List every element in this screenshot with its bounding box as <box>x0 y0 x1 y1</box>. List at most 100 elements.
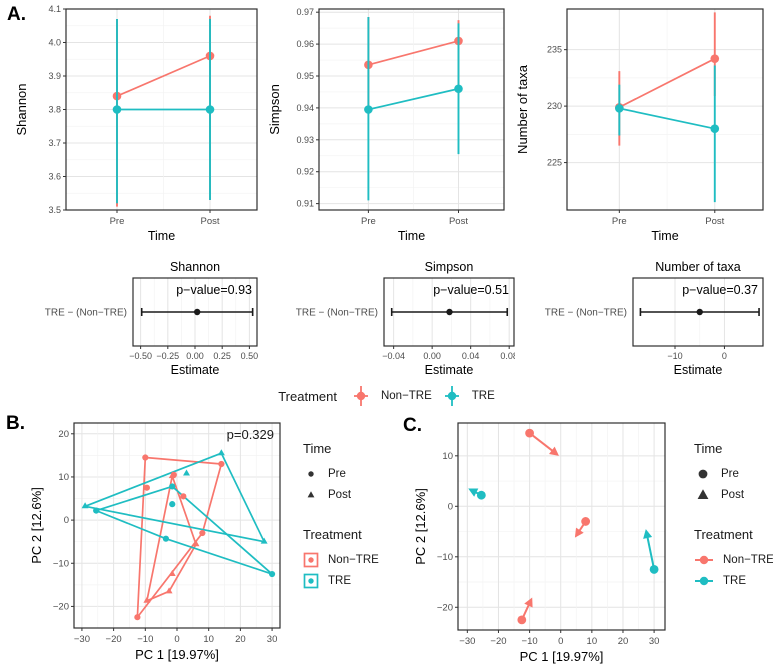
svg-text:0.04: 0.04 <box>462 351 480 361</box>
svg-text:Estimate: Estimate <box>674 363 723 377</box>
tre-legend-label: TRE <box>471 390 495 402</box>
tre-hull-icon <box>303 573 319 588</box>
svg-text:−10: −10 <box>53 558 69 569</box>
svg-text:10: 10 <box>587 636 598 647</box>
svg-text:−30: −30 <box>74 634 90 645</box>
legend-item-pre: Pre <box>303 463 413 484</box>
svg-text:p=0.329: p=0.329 <box>227 427 274 442</box>
svg-text:20: 20 <box>58 429 69 440</box>
non-tre-legend-label: Non−TRE <box>328 553 379 566</box>
non-tre-arrow-icon <box>695 555 713 564</box>
svg-text:−0.50: −0.50 <box>129 351 152 361</box>
panel-a-shannon-chart: 3.5 3.6 3.7 3.8 3.9 4.0 4.1 Pre Post Time Shannon <box>0 2 258 254</box>
legend-item-non-tre: Non−TRE <box>303 549 413 570</box>
svg-text:4.1: 4.1 <box>48 4 61 14</box>
time-legend-title: Time <box>694 441 723 456</box>
tre-legend-label: TRE <box>328 574 351 587</box>
post-triangle-icon <box>307 490 315 497</box>
panel-a-taxa-chart: 225 230 235 Pre Post Time Number of taxa <box>515 2 773 254</box>
svg-text:p−value=0.93: p−value=0.93 <box>176 283 252 297</box>
svg-text:−10: −10 <box>667 351 682 361</box>
non-tre-legend-label: Non−TRE <box>723 553 773 566</box>
svg-text:0.92: 0.92 <box>296 167 314 177</box>
svg-text:Post: Post <box>705 216 724 227</box>
svg-text:−20: −20 <box>490 636 506 647</box>
tre-legend-label: TRE <box>723 574 746 587</box>
svg-text:20: 20 <box>235 634 246 645</box>
non-tre-legend-label: Non−TRE <box>380 390 432 402</box>
panel-a-simpson-chart: 0.91 0.92 0.93 0.94 0.95 0.96 0.97 Pre Post Time S… <box>257 2 515 254</box>
legend-item-pre: Pre <box>694 463 773 484</box>
svg-text:10: 10 <box>203 634 214 645</box>
svg-text:−20: −20 <box>106 634 122 645</box>
post-legend-label: Post <box>328 488 352 501</box>
pre-circle-icon <box>308 470 314 477</box>
forest-simpson-chart: Simpson p−value=0.51 TRE − (Non−TRE) −0.04 0… <box>257 258 515 382</box>
svg-text:p−value=0.51: p−value=0.51 <box>433 283 509 297</box>
svg-text:20: 20 <box>618 636 629 647</box>
non-tre-hull-icon <box>303 552 319 567</box>
svg-text:Pre: Pre <box>110 216 125 227</box>
tre-arrow-icon <box>695 576 713 585</box>
svg-text:30: 30 <box>649 636 660 647</box>
svg-text:Time: Time <box>148 229 175 243</box>
legend-item-tre: TRE <box>694 570 773 591</box>
svg-text:−10: −10 <box>437 552 453 563</box>
svg-text:−10: −10 <box>522 636 538 647</box>
svg-text:Number of taxa: Number of taxa <box>515 64 530 154</box>
panel-c-label: C. <box>403 415 422 436</box>
svg-text:Estimate: Estimate <box>425 363 474 377</box>
svg-text:0: 0 <box>558 636 563 647</box>
panel-c-pca-arrows-chart: −20 −10 0 10 −30 −20 −10 0 10 20 30 PC 1 [19.97%] PC… <box>402 412 677 669</box>
svg-text:0.97: 0.97 <box>296 7 314 17</box>
svg-text:230: 230 <box>547 101 562 111</box>
svg-text:Pre: Pre <box>612 216 627 227</box>
svg-text:TRE − (Non−TRE): TRE − (Non−TRE) <box>545 308 627 319</box>
panel-b-label: B. <box>6 413 25 434</box>
svg-text:PC 2 [12.6%]: PC 2 [12.6%] <box>413 488 428 565</box>
svg-text:0.25: 0.25 <box>213 351 231 361</box>
svg-text:Number of taxa: Number of taxa <box>655 260 741 274</box>
svg-text:−30: −30 <box>459 636 475 647</box>
svg-text:Estimate: Estimate <box>171 363 220 377</box>
svg-text:−20: −20 <box>437 602 453 613</box>
svg-text:3.7: 3.7 <box>48 138 61 148</box>
treatment-legend-title: Treatment <box>694 527 753 542</box>
svg-text:Simpson: Simpson <box>267 84 282 135</box>
treatment-legend-title: Treatment <box>303 527 362 542</box>
svg-text:PC 1 [19.97%]: PC 1 [19.97%] <box>520 649 604 664</box>
svg-text:0.08: 0.08 <box>500 351 515 361</box>
svg-text:Shannon: Shannon <box>14 83 29 135</box>
post-legend-label: Post <box>721 488 745 501</box>
svg-text:225: 225 <box>547 158 562 168</box>
svg-text:Simpson: Simpson <box>425 260 474 274</box>
post-triangle-icon <box>697 488 709 499</box>
svg-text:TRE − (Non−TRE): TRE − (Non−TRE) <box>296 308 378 319</box>
svg-text:0: 0 <box>448 501 453 512</box>
svg-text:0.96: 0.96 <box>296 39 314 49</box>
svg-text:10: 10 <box>58 472 69 483</box>
non-tre-pointrange-icon <box>353 386 368 406</box>
svg-text:Post: Post <box>201 216 220 227</box>
svg-text:−20: −20 <box>53 601 69 612</box>
legend-item-post: Post <box>303 484 413 505</box>
svg-text:0.94: 0.94 <box>296 103 314 113</box>
svg-text:0.91: 0.91 <box>296 199 314 209</box>
panel-c-legend: Time Pre Post Treatment Non−TRE TRE <box>694 441 773 591</box>
pre-circle-icon <box>698 469 708 478</box>
svg-text:3.6: 3.6 <box>48 172 61 182</box>
svg-text:0: 0 <box>722 351 727 361</box>
svg-text:10: 10 <box>442 451 453 462</box>
panel-b-legend: Time Pre Post Treatment Non−TRE TRE <box>303 441 413 591</box>
pre-legend-label: Pre <box>721 467 739 480</box>
svg-text:PC 2 [12.6%]: PC 2 [12.6%] <box>29 487 44 564</box>
svg-text:235: 235 <box>547 45 562 55</box>
svg-text:Pre: Pre <box>361 216 376 227</box>
svg-text:−10: −10 <box>137 634 153 645</box>
svg-text:3.8: 3.8 <box>48 105 61 115</box>
treatment-legend-title: Treatment <box>278 388 337 404</box>
time-legend-title: Time <box>303 441 332 456</box>
svg-text:Time: Time <box>398 229 425 243</box>
panel-b-pca-chart: −20 −10 0 10 20 −30 −20 −10 0 10 20 30 PC 1 [19.97%]… <box>28 412 298 669</box>
svg-text:Shannon: Shannon <box>170 260 220 274</box>
